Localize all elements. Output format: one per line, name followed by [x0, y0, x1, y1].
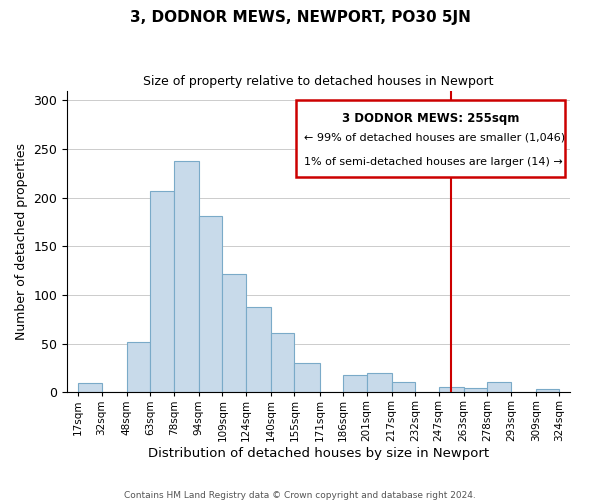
Bar — [78, 382, 101, 392]
Bar — [127, 342, 150, 392]
Text: 1% of semi-detached houses are larger (14) →: 1% of semi-detached houses are larger (1… — [304, 157, 562, 167]
Bar — [199, 216, 223, 392]
Text: Contains HM Land Registry data © Crown copyright and database right 2024.: Contains HM Land Registry data © Crown c… — [124, 490, 476, 500]
Bar — [150, 191, 174, 392]
Bar — [392, 382, 415, 392]
Bar — [223, 274, 246, 392]
Bar — [271, 333, 295, 392]
Text: 3 DODNOR MEWS: 255sqm: 3 DODNOR MEWS: 255sqm — [342, 112, 520, 124]
Bar — [439, 386, 464, 392]
Text: ← 99% of detached houses are smaller (1,046): ← 99% of detached houses are smaller (1,… — [304, 133, 565, 143]
Title: Size of property relative to detached houses in Newport: Size of property relative to detached ho… — [143, 75, 494, 88]
Bar — [536, 390, 559, 392]
Bar — [464, 388, 487, 392]
FancyBboxPatch shape — [296, 100, 565, 176]
Bar — [367, 373, 392, 392]
Text: 3, DODNOR MEWS, NEWPORT, PO30 5JN: 3, DODNOR MEWS, NEWPORT, PO30 5JN — [130, 10, 470, 25]
X-axis label: Distribution of detached houses by size in Newport: Distribution of detached houses by size … — [148, 447, 490, 460]
Bar — [246, 306, 271, 392]
Bar — [487, 382, 511, 392]
Y-axis label: Number of detached properties: Number of detached properties — [15, 143, 28, 340]
Bar — [295, 363, 320, 392]
Bar — [174, 160, 199, 392]
Bar — [343, 375, 367, 392]
